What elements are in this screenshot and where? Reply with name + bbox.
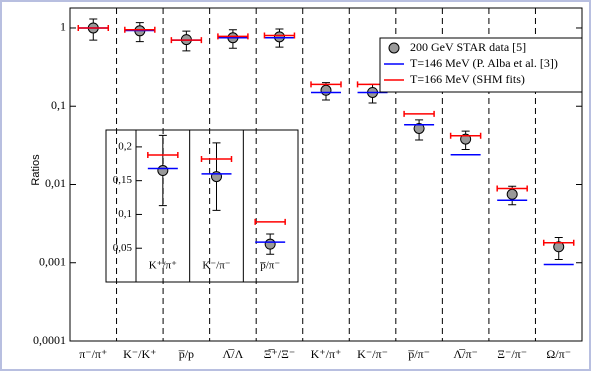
model-value xyxy=(263,32,296,39)
y-tick-label: 0,1 xyxy=(51,98,66,112)
data-point xyxy=(264,238,276,250)
x-tick-label: Λ̅/Λ xyxy=(223,347,244,361)
model-value xyxy=(310,81,342,88)
model-value xyxy=(147,151,179,158)
data-point xyxy=(320,84,332,96)
y-tick-label: 0,0001 xyxy=(33,333,66,347)
y-tick-label: 0,001 xyxy=(39,254,66,268)
y-tick-label: 0,2 xyxy=(118,140,132,152)
legend-label: 200 GeV STAR data [5] xyxy=(410,40,526,54)
inset-box xyxy=(105,129,299,283)
legend-label: T=166 MeV (SHM fits) xyxy=(410,72,525,86)
x-tick-label: K⁻/π⁻ xyxy=(202,260,230,272)
x-tick-label: K⁻/π⁻ xyxy=(357,347,388,361)
data-point xyxy=(460,133,472,145)
x-tick-label: π⁻/π⁺ xyxy=(79,347,107,361)
y-axis-label: Ratios xyxy=(30,154,42,186)
x-tick-label: K⁺/π⁺ xyxy=(149,260,177,272)
data-point xyxy=(413,122,425,134)
y-tick-label: 0,05 xyxy=(113,242,133,254)
model-value xyxy=(77,24,110,31)
model-value xyxy=(496,185,528,192)
x-tick-label: Λ̅/π⁻ xyxy=(453,347,477,361)
model-value xyxy=(449,132,482,139)
data-point xyxy=(553,241,565,253)
x-tick-label: Ξ̅⁺/Ξ⁻ xyxy=(264,347,295,361)
x-tick-label: p̅/π⁻ xyxy=(407,347,430,361)
legend-label: T=146 MeV (P. Alba et al. [3]) xyxy=(410,56,558,70)
data-point xyxy=(157,165,169,177)
x-tick-label: Ξ⁻/π⁻ xyxy=(497,347,527,361)
data-point xyxy=(273,31,285,43)
legend-box xyxy=(379,37,583,93)
x-tick-label: p̅/π⁻ xyxy=(260,260,280,272)
model-value xyxy=(124,26,156,33)
x-tick-label: K⁻/K⁺ xyxy=(123,347,156,361)
x-tick-label: p̅/p xyxy=(178,347,194,361)
legend-marker xyxy=(388,42,400,54)
y-tick-label: 0,1 xyxy=(118,208,132,220)
y-tick-label: 0,15 xyxy=(113,174,133,186)
y-tick-label: 1 xyxy=(60,20,66,34)
model-value xyxy=(254,218,286,225)
y-tick-label: 0,01 xyxy=(45,176,66,190)
model-value xyxy=(200,156,233,163)
model-value xyxy=(403,110,435,117)
plot-area xyxy=(69,7,583,342)
x-tick-label: K⁺/π⁺ xyxy=(311,347,342,361)
data-point xyxy=(506,188,518,200)
data-point xyxy=(211,171,222,183)
x-tick-label: Ω/π⁻ xyxy=(546,347,571,361)
model-value xyxy=(217,33,249,40)
model-value xyxy=(170,37,203,44)
model-value xyxy=(542,239,575,246)
